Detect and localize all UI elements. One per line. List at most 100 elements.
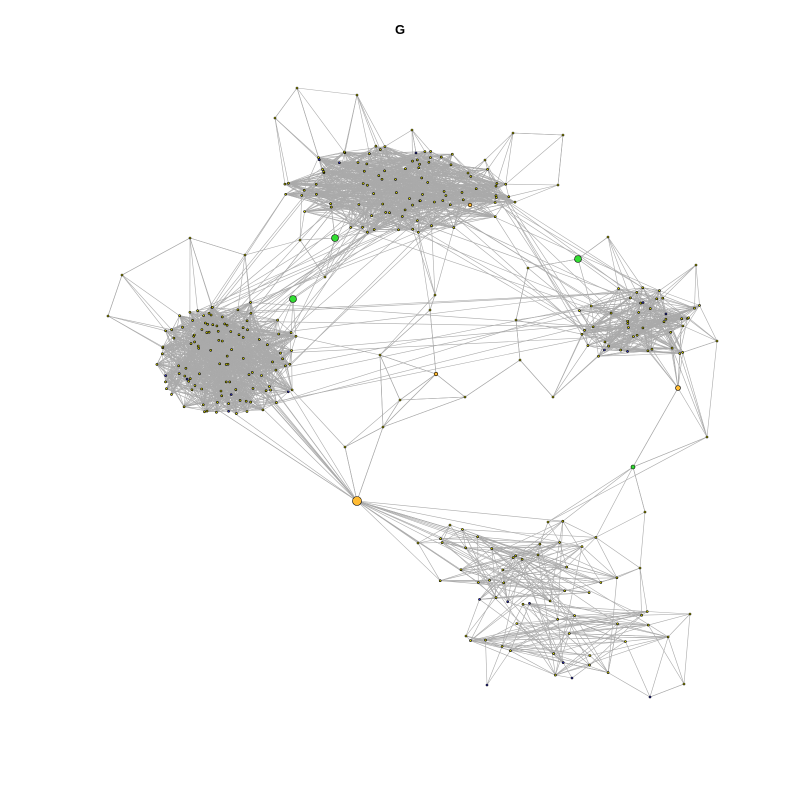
graph-edge bbox=[284, 172, 324, 185]
graph-node bbox=[591, 325, 595, 329]
graph-edge bbox=[694, 264, 697, 309]
graph-edge bbox=[236, 312, 639, 414]
graph-edge bbox=[203, 220, 418, 316]
graph-node bbox=[106, 314, 110, 318]
graph-node bbox=[266, 343, 269, 347]
graph-node bbox=[317, 156, 320, 159]
graph-edge bbox=[467, 159, 486, 174]
graph-node bbox=[715, 339, 719, 343]
graph-edge bbox=[539, 543, 618, 579]
graph-node bbox=[269, 388, 272, 392]
graph-edge bbox=[539, 544, 558, 620]
graph-node bbox=[368, 152, 371, 155]
graph-edge bbox=[519, 359, 554, 398]
graph-node bbox=[556, 617, 560, 621]
graph-edge bbox=[515, 555, 564, 663]
graph-node bbox=[217, 338, 221, 342]
graph-edge bbox=[208, 331, 277, 371]
graph-node bbox=[211, 305, 214, 309]
graph-edge bbox=[344, 94, 358, 153]
graph-edge bbox=[356, 94, 381, 150]
graph-edge bbox=[304, 211, 372, 216]
graph-edge bbox=[496, 132, 514, 184]
graph-edge bbox=[274, 117, 320, 160]
graph-node bbox=[609, 311, 613, 315]
graph-node bbox=[460, 191, 464, 194]
graph-edge bbox=[208, 290, 660, 314]
graph-node bbox=[561, 133, 565, 137]
graph-edge bbox=[280, 335, 638, 354]
graph-edge bbox=[356, 94, 377, 147]
graph-edge bbox=[529, 603, 564, 663]
graph-edge bbox=[165, 365, 179, 376]
graph-edge bbox=[259, 339, 267, 391]
graph-edge bbox=[418, 232, 436, 296]
graph-node bbox=[165, 387, 168, 391]
graph-node bbox=[120, 273, 124, 277]
graph-node bbox=[370, 214, 373, 217]
graph-edge bbox=[547, 436, 708, 523]
graph-node bbox=[234, 388, 238, 391]
graph-edge bbox=[424, 151, 428, 183]
graph-edge bbox=[171, 365, 179, 395]
graph-node bbox=[221, 339, 224, 343]
graph-edge bbox=[510, 650, 556, 676]
graph-node bbox=[624, 640, 627, 643]
graph-node bbox=[629, 296, 632, 300]
graph-edge bbox=[191, 389, 232, 395]
graph-edge bbox=[682, 325, 718, 342]
graph-edge bbox=[638, 312, 673, 349]
graph-edge bbox=[494, 216, 529, 269]
graph-edge bbox=[405, 168, 422, 179]
graph-node bbox=[597, 354, 600, 358]
graph-edge bbox=[486, 650, 511, 686]
graph-edge bbox=[553, 653, 609, 673]
graph-node bbox=[245, 410, 249, 413]
graph-node bbox=[599, 581, 603, 584]
graph-node bbox=[361, 182, 365, 185]
graph-node bbox=[204, 321, 207, 325]
graph-edge bbox=[162, 341, 195, 355]
graph-edge bbox=[291, 350, 293, 390]
nodes-layer bbox=[106, 86, 719, 699]
graph-edge bbox=[291, 336, 297, 351]
graph-node bbox=[501, 568, 505, 572]
graph-edge bbox=[460, 569, 504, 584]
graph-edge bbox=[330, 182, 428, 204]
graph-edge bbox=[659, 264, 697, 291]
graph-node bbox=[521, 602, 525, 606]
graph-edge bbox=[422, 194, 628, 324]
graph-edge bbox=[487, 169, 589, 346]
graph-node bbox=[493, 201, 497, 204]
graph-node bbox=[461, 528, 464, 531]
graph-node bbox=[678, 352, 682, 355]
graph-edge bbox=[620, 348, 653, 351]
graph-node bbox=[170, 328, 173, 332]
graph-edge bbox=[593, 318, 666, 328]
graph-node bbox=[669, 330, 673, 334]
graph-edge bbox=[495, 195, 585, 331]
graph-node-highlighted bbox=[289, 295, 297, 303]
graph-edge bbox=[218, 340, 358, 502]
graph-node bbox=[502, 581, 506, 585]
graph-node bbox=[415, 219, 419, 222]
graph-edge bbox=[607, 236, 631, 299]
graph-edge bbox=[247, 320, 297, 337]
graph-edge bbox=[217, 339, 260, 403]
graph-edge bbox=[421, 177, 463, 193]
graph-edge bbox=[171, 329, 232, 350]
graph-node bbox=[164, 374, 167, 377]
graph-edge bbox=[470, 640, 556, 676]
graph-edge bbox=[362, 183, 372, 216]
graph-node bbox=[688, 612, 692, 616]
graph-edge bbox=[681, 305, 700, 319]
graph-edge bbox=[677, 387, 708, 438]
graph-edge bbox=[217, 331, 229, 412]
graph-edge bbox=[529, 603, 558, 620]
graph-node bbox=[418, 199, 422, 202]
graph-edge bbox=[296, 87, 320, 160]
graph-node bbox=[286, 390, 290, 394]
graph-edge bbox=[183, 349, 232, 407]
graph-edge bbox=[227, 320, 628, 357]
graph-node bbox=[397, 228, 400, 232]
